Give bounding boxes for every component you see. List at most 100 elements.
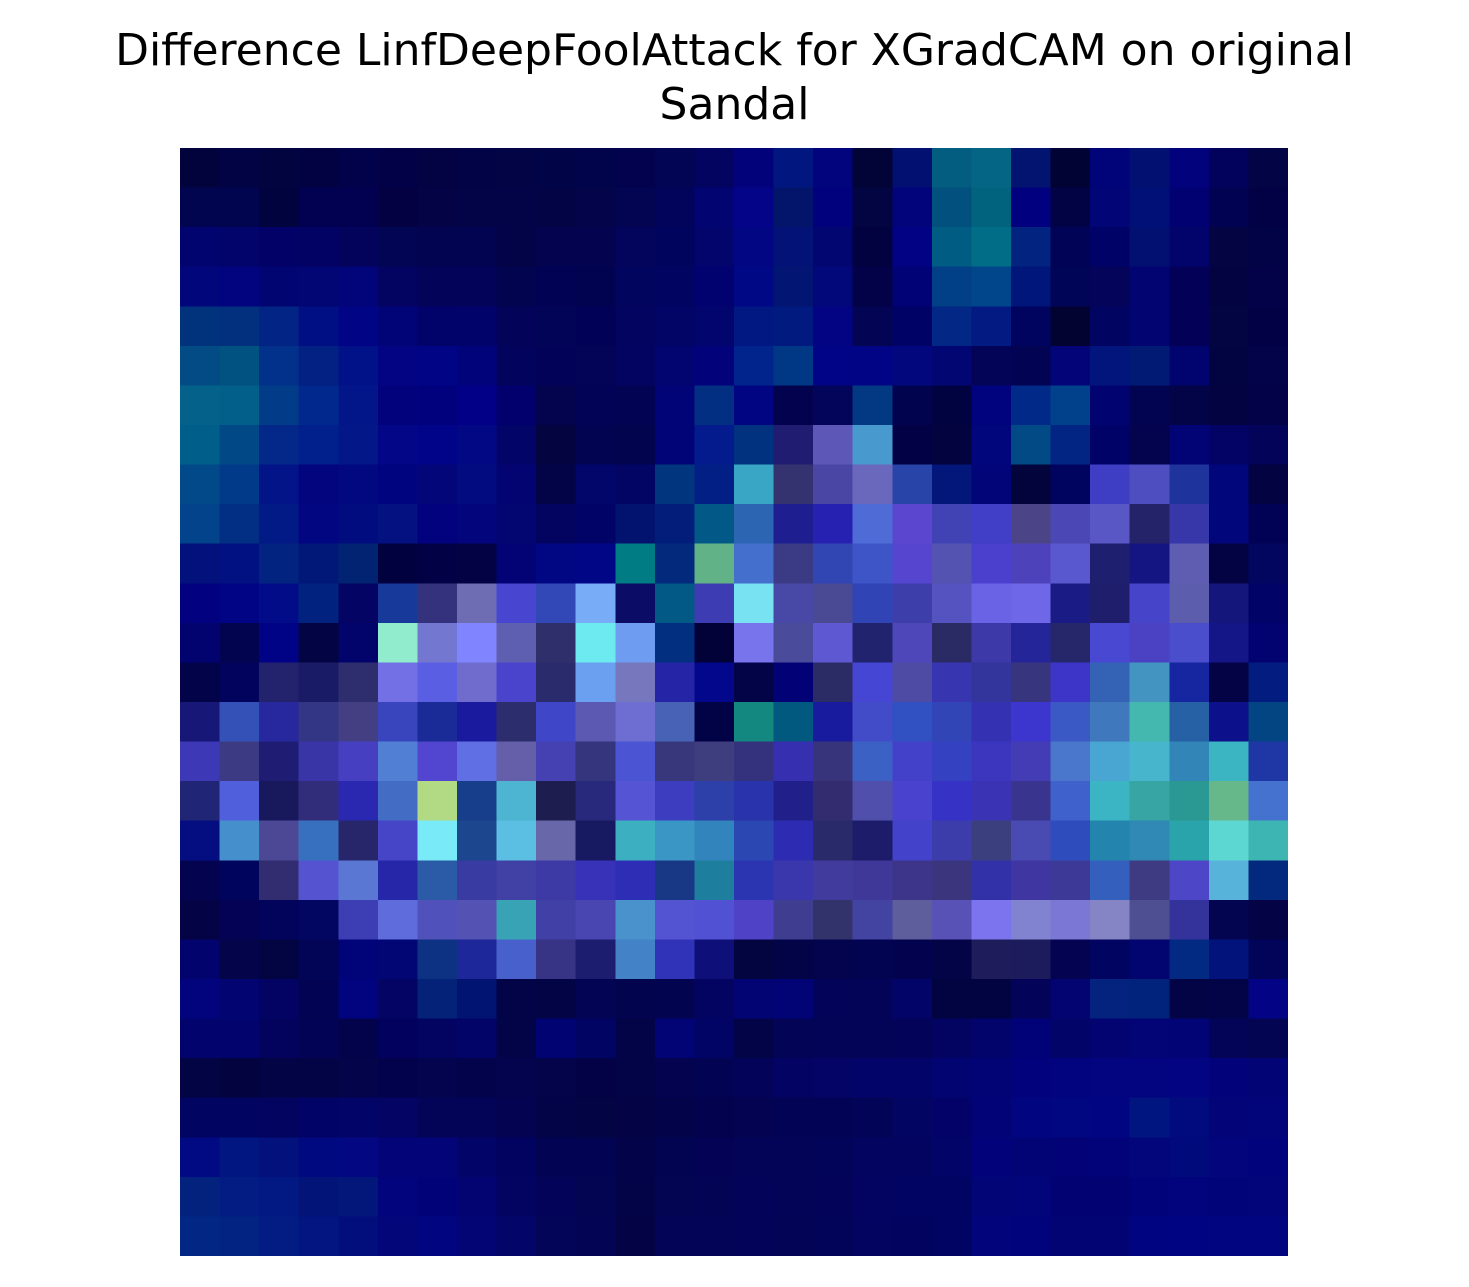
heatmap-cell [931,583,973,624]
heatmap-cell [773,148,814,189]
heatmap-cell [1208,1018,1250,1059]
heatmap-cell [338,1058,379,1099]
heatmap-cell [734,1137,775,1178]
heatmap-cell [457,1018,498,1059]
heatmap-cell [1011,1018,1052,1059]
heatmap-cell [734,1018,775,1059]
heatmap-cell [813,741,854,782]
heatmap-cell [694,622,735,664]
heatmap-cell [457,306,498,347]
heatmap-cell [615,741,656,782]
heatmap-cell [259,899,300,941]
heatmap-cell [219,741,260,782]
heatmap-cell [417,860,458,901]
heatmap-cell [1208,1216,1250,1256]
heatmap-cell [219,622,260,664]
heatmap-cell [1129,1137,1170,1178]
heatmap-cell [1208,227,1250,268]
heatmap-cell [536,1176,577,1218]
heatmap-cell [813,1097,854,1138]
heatmap-cell [1169,741,1210,782]
heatmap-cell [1050,187,1091,228]
heatmap-cell [259,622,300,664]
heatmap-cell [575,148,616,189]
heatmap-cell [575,662,616,703]
heatmap-cell [338,1018,379,1059]
heatmap-cell [259,187,300,228]
heatmap-cell [1129,385,1170,426]
heatmap-cell [219,1058,260,1099]
heatmap-cell [1050,425,1091,466]
heatmap-cell [852,148,893,189]
heatmap-cell [496,1176,537,1218]
heatmap-cell [654,227,696,268]
heatmap-cell [417,939,458,980]
heatmap-cell [298,306,339,347]
heatmap-cell [536,583,577,624]
heatmap-cell [654,583,696,624]
heatmap-cell [615,781,656,822]
heatmap-cell [773,543,814,584]
heatmap-cell [852,781,893,822]
heatmap-cell [536,781,577,822]
heatmap-cell [654,860,696,901]
heatmap-cell [377,820,419,861]
heatmap-cell [1169,622,1210,664]
heatmap-cell [1129,860,1170,901]
heatmap-cell [338,979,379,1020]
heatmap-cell [1248,979,1288,1020]
heatmap-cell [298,781,339,822]
heatmap-cell [457,662,498,703]
heatmap-cell [971,187,1012,228]
heatmap-cell [338,1176,379,1218]
heatmap-cell [971,1137,1012,1178]
heatmap-cell [298,464,339,505]
heatmap-cell [259,306,300,347]
heatmap-cell [734,148,775,189]
heatmap-cell [338,504,379,545]
heatmap-cell [931,504,973,545]
heatmap-cell [1169,899,1210,941]
heatmap-cell [813,583,854,624]
heatmap-cell [1011,385,1052,426]
heatmap-cell [931,187,973,228]
heatmap-cell [298,187,339,228]
heatmap-cell [259,504,300,545]
heatmap-cell [1090,1137,1131,1178]
heatmap-cell [417,702,458,743]
heatmap-cell [1169,148,1210,189]
heatmap-cell [931,939,973,980]
heatmap-cell [1011,266,1052,307]
heatmap-cell [536,939,577,980]
heatmap-cell [1208,148,1250,189]
heatmap-cell [971,345,1012,387]
heatmap-cell [813,464,854,505]
heatmap-cell [298,543,339,584]
heatmap-cell [734,1097,775,1138]
heatmap-cell [1169,425,1210,466]
heatmap-cell [1129,939,1170,980]
heatmap-cell [1129,266,1170,307]
heatmap-cell [536,899,577,941]
heatmap-cell [1090,899,1131,941]
heatmap-cell [219,820,260,861]
heatmap-cell [457,1097,498,1138]
heatmap-cell [615,464,656,505]
heatmap-cell [575,1137,616,1178]
heatmap-cell [417,385,458,426]
heatmap-cell [536,702,577,743]
heatmap-cell [180,781,221,822]
heatmap-cell [971,899,1012,941]
heatmap-cell [1248,899,1288,941]
heatmap-cell [496,425,537,466]
heatmap-cell [813,662,854,703]
heatmap-cell [259,1176,300,1218]
heatmap-cell [219,662,260,703]
heatmap-cell [417,1058,458,1099]
heatmap-cell [1169,702,1210,743]
heatmap-cell [536,1137,577,1178]
heatmap-cell [852,345,893,387]
heatmap-cell [1208,702,1250,743]
heatmap-cell [1129,583,1170,624]
heatmap-cell [338,662,379,703]
